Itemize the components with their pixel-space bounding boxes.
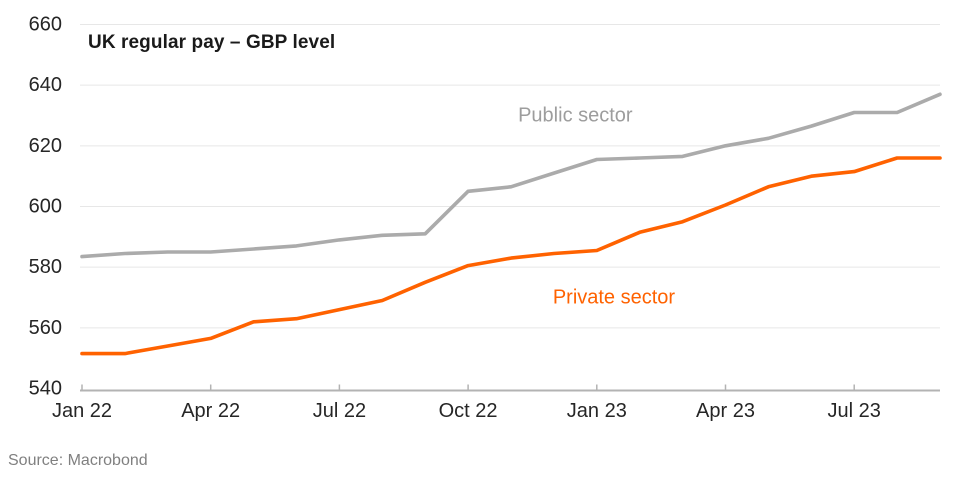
public-sector-line bbox=[80, 92, 942, 259]
y-tick-label: 580 bbox=[29, 256, 62, 278]
y-tick-label: 640 bbox=[29, 74, 62, 96]
y-tick-label: 660 bbox=[29, 14, 62, 36]
y-tick-label: 600 bbox=[29, 196, 62, 218]
x-tick-label: Jan 22 bbox=[52, 400, 112, 422]
y-tick-label: 560 bbox=[29, 317, 62, 339]
y-tick-label: 620 bbox=[29, 135, 62, 157]
private-sector-line bbox=[80, 156, 942, 356]
x-tick-label: Jan 23 bbox=[567, 400, 627, 422]
uk-regular-pay-line-chart: 540 560 580 600 620 640 660 Jan 22 Apr 22 Jul 22 O… bbox=[29, 14, 942, 422]
x-tick-label: Oct 22 bbox=[439, 400, 498, 422]
x-tick-label: Apr 23 bbox=[696, 400, 755, 422]
x-tick-label: Jul 23 bbox=[828, 400, 881, 422]
private-sector-label: Private sector bbox=[553, 287, 676, 309]
y-tick-label: 540 bbox=[29, 378, 62, 400]
chart-title: UK regular pay – GBP level bbox=[88, 32, 336, 53]
public-sector-label: Public sector bbox=[518, 105, 633, 127]
x-tick-label: Jul 22 bbox=[313, 400, 366, 422]
source-text: Source: Macrobond bbox=[8, 452, 148, 469]
x-tick-label: Apr 22 bbox=[181, 400, 240, 422]
